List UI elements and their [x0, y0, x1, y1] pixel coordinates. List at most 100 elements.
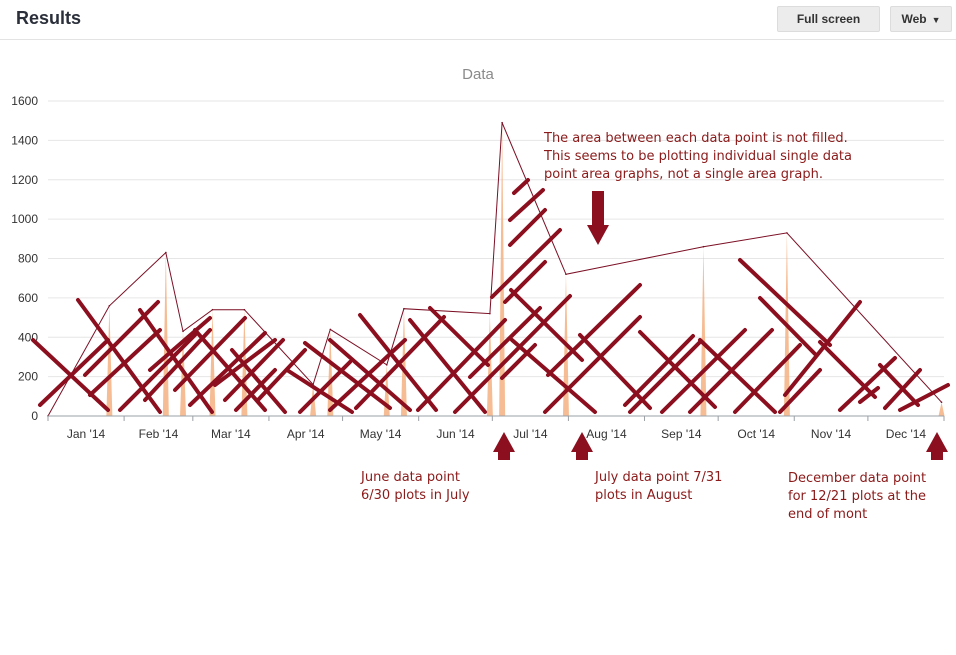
data-point: [165, 251, 167, 254]
cross-stroke: [546, 283, 642, 377]
cross-stroke: [698, 338, 777, 414]
cross-stroke: [623, 334, 695, 407]
cross-stroke: [628, 340, 702, 414]
arrow-up-icon-june-head: [493, 432, 515, 452]
y-tick-label: 1600: [11, 94, 38, 108]
x-tick-label: Jun '14: [436, 427, 475, 441]
y-tick-label: 0: [31, 409, 38, 423]
area-spike: [209, 309, 216, 416]
data-point: [702, 245, 705, 248]
x-tick-label: Feb '14: [139, 427, 179, 441]
cross-stroke: [883, 368, 922, 410]
area-spike: [938, 402, 945, 416]
arrow-up-icon-december-shaft: [931, 452, 943, 460]
y-tick-label: 1400: [11, 133, 38, 147]
web-dropdown-button[interactable]: Web ▼: [890, 6, 952, 32]
cross-stroke: [878, 363, 920, 407]
data-point: [329, 328, 332, 331]
data-point: [940, 401, 943, 404]
annotation-crosses: [31, 178, 950, 414]
cross-stroke: [660, 328, 747, 414]
cross-stroke: [543, 315, 642, 414]
x-tick-label: Apr '14: [287, 427, 325, 441]
cross-stroke: [738, 258, 832, 347]
x-tick-label: Oct '14: [737, 427, 775, 441]
x-axis: Jan '14 Feb '14 Mar '14 Apr '14 May '14 Jun '…: [47, 415, 945, 441]
cross-stroke: [508, 188, 545, 222]
cross-stroke: [408, 318, 487, 414]
data-point: [211, 308, 214, 311]
cross-stroke: [508, 208, 547, 247]
cross-stroke: [758, 296, 817, 356]
data-point: [243, 308, 246, 311]
cross-stroke: [328, 338, 407, 412]
x-tick-label: May '14: [360, 427, 402, 441]
x-tick-label: Mar '14: [211, 427, 251, 441]
data-point: [182, 330, 184, 333]
cross-stroke: [503, 260, 547, 304]
arrow-down-icon-head: [587, 225, 609, 245]
web-dropdown-label: Web: [901, 12, 927, 26]
cross-stroke: [898, 383, 950, 412]
arrow-down-icon-shaft: [592, 191, 604, 225]
series-outline: [47, 121, 943, 417]
annotation-area-note: The area between each data point is not …: [544, 131, 852, 182]
x-tick-label: Jan '14: [67, 427, 106, 441]
cross-stroke: [428, 306, 490, 367]
cross-stroke: [783, 300, 862, 397]
data-point: [385, 364, 388, 366]
cross-stroke: [38, 338, 110, 407]
cross-stroke: [193, 328, 267, 412]
cross-stroke: [512, 178, 530, 195]
cross-stroke: [818, 340, 877, 399]
chart-title: Data: [462, 66, 494, 83]
annotation-june-note: June data point 6/30 plots in July: [361, 470, 470, 503]
annotation-arrows: [493, 191, 948, 460]
cross-stroke: [490, 228, 562, 299]
x-tick-label: Sep '14: [661, 427, 702, 441]
cross-stroke: [76, 298, 162, 414]
results-header: Results Full screen Web ▼: [0, 0, 956, 40]
cross-stroke: [298, 360, 352, 414]
series-line: [47, 122, 942, 417]
cross-stroke: [303, 341, 392, 410]
y-tick-label: 1200: [11, 173, 38, 187]
cross-stroke: [468, 306, 542, 379]
page-title: Results: [16, 8, 82, 28]
cross-stroke: [230, 348, 287, 414]
arrow-up-icon-july-head: [571, 432, 593, 452]
cross-stroke: [453, 294, 572, 414]
cross-stroke: [138, 308, 214, 414]
cross-stroke: [83, 300, 160, 377]
arrow-up-icon-june-shaft: [498, 452, 510, 460]
cross-stroke: [733, 343, 802, 414]
area-spike: [327, 329, 334, 416]
cross-stroke: [500, 343, 537, 380]
cross-stroke: [509, 288, 584, 362]
cross-stroke: [858, 386, 880, 404]
cross-stroke: [416, 318, 507, 412]
y-tick-label: 800: [18, 252, 38, 266]
chevron-down-icon: ▼: [931, 15, 941, 25]
area-spike: [162, 252, 169, 416]
y-tick-label: 600: [18, 291, 38, 305]
cross-stroke: [173, 316, 247, 392]
cross-stroke: [234, 368, 277, 412]
x-tick-label: Nov '14: [811, 427, 852, 441]
cross-stroke: [510, 338, 597, 414]
data-point: [108, 304, 111, 307]
cross-stroke: [148, 316, 212, 372]
data-point: [565, 273, 567, 276]
data-point: [501, 121, 503, 124]
cross-stroke: [578, 333, 652, 410]
cross-stroke: [31, 338, 110, 412]
annotation-july-note: July data point 7/31 plots in August: [595, 470, 723, 503]
cross-stroke: [778, 368, 822, 414]
fullscreen-button[interactable]: Full screen: [777, 6, 880, 32]
data-point: [403, 307, 405, 310]
x-tick-label: Dec '14: [886, 427, 927, 441]
cross-stroke: [354, 315, 446, 410]
x-tick-label: Jul '14: [513, 427, 548, 441]
cross-stroke: [223, 338, 285, 402]
arrow-up-icon-july-shaft: [576, 452, 588, 460]
